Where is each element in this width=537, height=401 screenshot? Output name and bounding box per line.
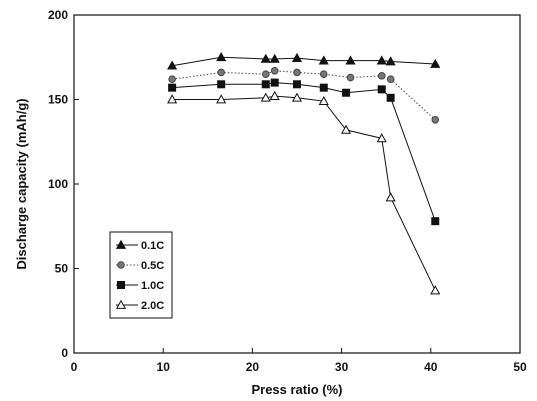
data-point: [386, 93, 395, 102]
data-point: [345, 55, 356, 65]
data-point: [430, 58, 441, 68]
x-tick-label: 20: [246, 360, 260, 374]
data-point: [431, 217, 440, 226]
y-axis: 0 50 100 150 200: [48, 8, 79, 360]
data-point: [167, 60, 178, 70]
x-tick-label: 10: [157, 360, 171, 374]
data-point: [318, 55, 329, 65]
x-tick-label: 50: [513, 360, 527, 374]
x-axis-title: Press ratio (%): [251, 382, 342, 397]
data-point: [318, 95, 329, 106]
data-point: [168, 75, 176, 84]
y-axis-title: Discharge capacity (mAh/g): [14, 98, 29, 269]
data-point: [346, 73, 355, 82]
y-tick-label: 200: [48, 8, 68, 22]
y-tick-label: 100: [48, 177, 68, 191]
series-0.5C: [168, 66, 440, 124]
data-point: [376, 133, 387, 143]
data-point: [269, 90, 280, 100]
data-point: [270, 66, 279, 75]
data-point: [341, 124, 352, 134]
data-point: [376, 55, 387, 65]
legend-marker: [117, 261, 125, 269]
x-tick-label: 40: [424, 360, 438, 374]
y-tick-label: 150: [48, 93, 68, 107]
legend-marker: [117, 281, 125, 289]
data-point: [261, 80, 270, 89]
x-tick-label: 0: [71, 360, 78, 374]
data-point: [385, 192, 396, 202]
series-line: [172, 95, 436, 291]
data-point: [260, 53, 271, 63]
data-point: [217, 68, 225, 77]
data-point: [270, 78, 279, 87]
data-point: [385, 56, 396, 66]
data-point: [293, 68, 301, 77]
data-point: [386, 75, 395, 84]
data-point: [216, 52, 227, 62]
legend-marker: [115, 239, 127, 249]
data-point: [293, 80, 301, 89]
y-tick-label: 50: [55, 262, 69, 276]
series-line: [172, 56, 436, 67]
data-point: [261, 70, 270, 78]
data-point: [269, 53, 280, 63]
legend-label: 0.1C: [141, 240, 164, 252]
legend-label: 2.0C: [141, 300, 164, 312]
data-point: [167, 94, 178, 104]
data-point: [430, 285, 441, 295]
data-point: [168, 83, 177, 92]
data-point: [217, 80, 226, 89]
series-layer: [167, 52, 441, 295]
x-tick-label: 30: [335, 360, 349, 374]
data-point: [319, 70, 328, 78]
data-point: [342, 88, 351, 97]
x-axis: 0 10 20 30 40 50: [71, 348, 527, 374]
data-point: [216, 94, 227, 104]
series-2.0C: [167, 90, 441, 295]
data-point: [260, 92, 271, 102]
series-0.1C: [167, 52, 441, 70]
data-point: [377, 72, 386, 80]
data-point: [377, 85, 386, 94]
series-line: [172, 82, 436, 222]
data-point: [431, 115, 440, 124]
series-1.0C: [168, 78, 440, 226]
data-point: [291, 52, 303, 62]
legend-label: 1.0C: [141, 280, 164, 292]
y-tick-label: 0: [61, 346, 68, 360]
legend-marker: [115, 299, 127, 309]
data-point: [291, 92, 303, 102]
legend: 0.1C 0.5C 1.0C 2.0C: [109, 231, 173, 319]
legend-label: 0.5C: [141, 260, 164, 272]
data-point: [319, 83, 328, 92]
